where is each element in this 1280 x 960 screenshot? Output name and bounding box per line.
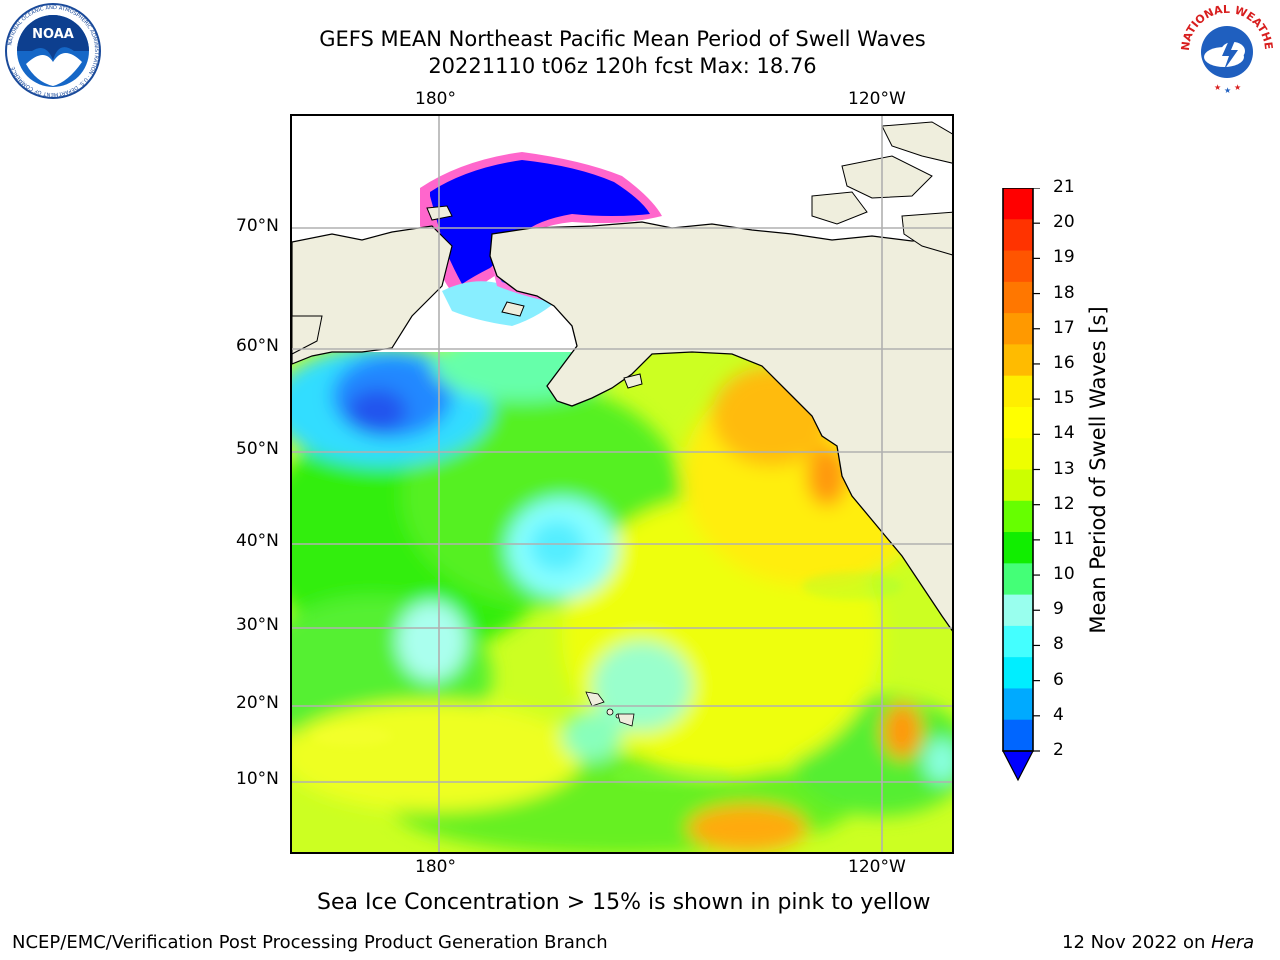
colorbar-tick-label: 2 bbox=[1053, 740, 1064, 760]
footer-credit: NCEP/EMC/Verification Post Processing Pr… bbox=[12, 932, 608, 953]
lat-label-60n: 60°N bbox=[236, 336, 279, 356]
colorbar-tick-label: 14 bbox=[1053, 423, 1075, 444]
colorbar-segment bbox=[1003, 188, 1033, 220]
svg-text:★: ★ bbox=[1234, 83, 1241, 92]
colorbar-segment bbox=[1003, 500, 1033, 533]
colorbar bbox=[1000, 187, 1050, 792]
colorbar-segment bbox=[1003, 688, 1033, 721]
colorbar-tick-label: 21 bbox=[1053, 177, 1075, 197]
land bbox=[292, 121, 952, 727]
footer-machine: Hera bbox=[1211, 932, 1255, 953]
colorbar-tick-label: 19 bbox=[1053, 247, 1075, 268]
colorbar-segment bbox=[1003, 219, 1033, 252]
sea-ice-note: Sea Ice Concentration > 15% is shown in … bbox=[317, 890, 931, 915]
colorbar-tick-label: 11 bbox=[1053, 528, 1075, 549]
colorbar-segment bbox=[1003, 719, 1033, 752]
footer-date: 12 Nov 2022 on Hera bbox=[1062, 932, 1254, 953]
colorbar-tick-label: 6 bbox=[1053, 669, 1064, 690]
colorbar-tick-label: 13 bbox=[1053, 458, 1075, 479]
colorbar-segment bbox=[1003, 594, 1033, 627]
colorbar-segment bbox=[1003, 563, 1033, 596]
colorbar-segment bbox=[1003, 250, 1033, 283]
lon-label-bottom-120w: 120°W bbox=[848, 857, 906, 877]
svg-text:★: ★ bbox=[1214, 83, 1221, 92]
colorbar-segment bbox=[1003, 406, 1033, 439]
colorbar-segment bbox=[1003, 657, 1033, 689]
footer-date-text: 12 Nov 2022 on bbox=[1062, 932, 1206, 953]
lat-label-30n: 30°N bbox=[236, 615, 279, 635]
colorbar-tick-label: 12 bbox=[1053, 493, 1075, 514]
colorbar-segment bbox=[1003, 532, 1033, 564]
colorbar-segment bbox=[1003, 469, 1033, 502]
colorbar-segment bbox=[1003, 344, 1033, 377]
title-line2: 20221110 t06z 120h fcst Max: 18.76 bbox=[428, 54, 817, 78]
colorbar-segment bbox=[1003, 375, 1033, 408]
nws-logo: NATIONAL WEATHER SERVICE ★ ★ ★ bbox=[1174, 0, 1276, 104]
colorbar-segment bbox=[1003, 625, 1033, 658]
colorbar-tick-label: 17 bbox=[1053, 317, 1075, 338]
lat-label-50n: 50°N bbox=[236, 439, 279, 459]
lat-label-70n: 70°N bbox=[236, 216, 279, 236]
colorbar-label: Mean Period of Swell Waves [s] bbox=[1086, 306, 1110, 634]
lon-label-top-120w: 120°W bbox=[848, 89, 906, 109]
colorbar-segment bbox=[1003, 313, 1033, 345]
colorbar-tick-label: 10 bbox=[1053, 564, 1075, 585]
colorbar-extend-arrow bbox=[1002, 750, 1034, 782]
colorbar-tick-label: 18 bbox=[1053, 282, 1075, 303]
colorbar-tick-label: 20 bbox=[1053, 212, 1075, 233]
lat-label-10n: 10°N bbox=[236, 769, 279, 789]
arctic-ice-region bbox=[420, 152, 662, 326]
noaa-logo: NOAA NATIONAL OCEANIC AND ATMOSPHERIC AD… bbox=[4, 2, 102, 104]
colorbar-tick-label: 4 bbox=[1053, 704, 1064, 725]
colorbar-tick-label: 16 bbox=[1053, 352, 1075, 373]
colorbar-tick-label: 8 bbox=[1053, 634, 1064, 655]
lat-label-20n: 20°N bbox=[236, 693, 279, 713]
lat-label-40n: 40°N bbox=[236, 531, 279, 551]
swell-period-map bbox=[290, 114, 954, 854]
graticule bbox=[292, 116, 952, 852]
colorbar-tick-label: 9 bbox=[1053, 599, 1064, 620]
noaa-text: NOAA bbox=[32, 27, 74, 42]
svg-text:★: ★ bbox=[1224, 86, 1231, 95]
colorbar-segment bbox=[1003, 281, 1033, 314]
lon-label-bottom-180: 180° bbox=[415, 857, 456, 877]
lon-label-top-180: 180° bbox=[415, 89, 456, 109]
colorbar-tick-label: 15 bbox=[1053, 388, 1075, 409]
colorbar-segment bbox=[1003, 438, 1033, 470]
title-line1: GEFS MEAN Northeast Pacific Mean Period … bbox=[319, 27, 926, 51]
